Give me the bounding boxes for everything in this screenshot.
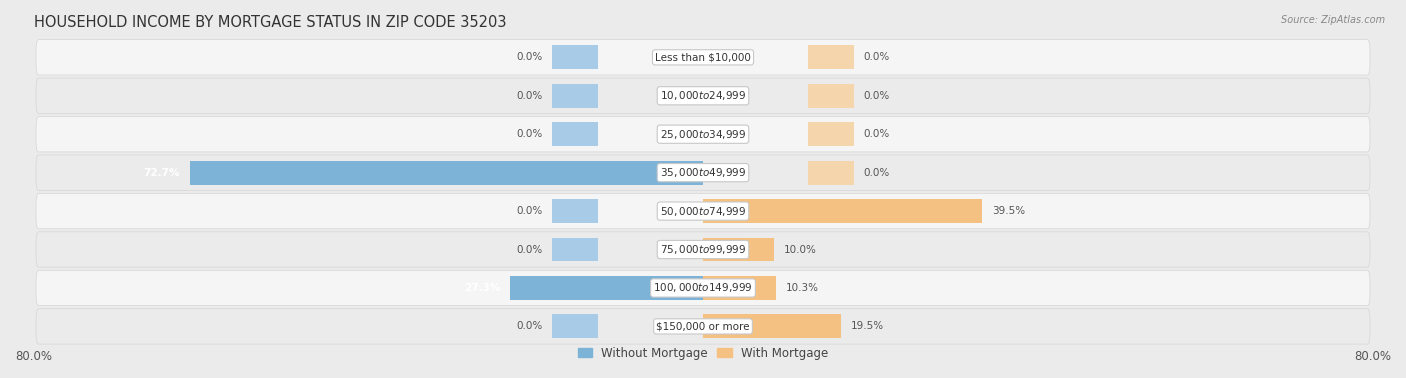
Legend: Without Mortgage, With Mortgage: Without Mortgage, With Mortgage [574, 342, 832, 364]
Text: 10.3%: 10.3% [786, 283, 818, 293]
Text: 0.0%: 0.0% [516, 321, 543, 332]
Text: 72.7%: 72.7% [143, 168, 180, 178]
Text: $25,000 to $34,999: $25,000 to $34,999 [659, 128, 747, 141]
Bar [807, 45, 853, 69]
FancyBboxPatch shape [37, 116, 1369, 152]
FancyBboxPatch shape [37, 40, 1369, 75]
Bar [190, 161, 703, 184]
Text: 0.0%: 0.0% [863, 52, 890, 62]
FancyBboxPatch shape [37, 155, 1369, 191]
Bar [807, 84, 853, 108]
Bar [807, 122, 853, 146]
Text: $50,000 to $74,999: $50,000 to $74,999 [659, 204, 747, 218]
Bar [553, 84, 599, 108]
Bar [553, 199, 599, 223]
Bar [703, 238, 773, 262]
Text: 19.5%: 19.5% [851, 321, 884, 332]
Text: Source: ZipAtlas.com: Source: ZipAtlas.com [1281, 15, 1385, 25]
Bar [703, 314, 841, 338]
Bar [553, 122, 599, 146]
FancyBboxPatch shape [37, 270, 1369, 306]
Bar [553, 238, 599, 262]
Text: 0.0%: 0.0% [863, 168, 890, 178]
Bar [807, 161, 853, 184]
Text: Less than $10,000: Less than $10,000 [655, 52, 751, 62]
Bar [553, 314, 599, 338]
Text: 0.0%: 0.0% [516, 245, 543, 254]
Text: 27.3%: 27.3% [464, 283, 501, 293]
Text: 39.5%: 39.5% [993, 206, 1025, 216]
FancyBboxPatch shape [37, 232, 1369, 267]
Bar [553, 45, 599, 69]
Text: $100,000 to $149,999: $100,000 to $149,999 [654, 282, 752, 294]
Bar [510, 276, 703, 300]
Text: 0.0%: 0.0% [863, 129, 890, 139]
FancyBboxPatch shape [37, 309, 1369, 344]
Bar [703, 199, 981, 223]
Text: $150,000 or more: $150,000 or more [657, 321, 749, 332]
FancyBboxPatch shape [37, 194, 1369, 229]
Text: $35,000 to $49,999: $35,000 to $49,999 [659, 166, 747, 179]
Bar [703, 276, 776, 300]
Text: 0.0%: 0.0% [516, 91, 543, 101]
Text: 0.0%: 0.0% [863, 91, 890, 101]
Text: 10.0%: 10.0% [783, 245, 817, 254]
Text: 0.0%: 0.0% [516, 129, 543, 139]
Text: 0.0%: 0.0% [516, 52, 543, 62]
Text: HOUSEHOLD INCOME BY MORTGAGE STATUS IN ZIP CODE 35203: HOUSEHOLD INCOME BY MORTGAGE STATUS IN Z… [34, 15, 506, 30]
FancyBboxPatch shape [37, 78, 1369, 113]
Text: 0.0%: 0.0% [516, 206, 543, 216]
Text: $10,000 to $24,999: $10,000 to $24,999 [659, 89, 747, 102]
Text: $75,000 to $99,999: $75,000 to $99,999 [659, 243, 747, 256]
